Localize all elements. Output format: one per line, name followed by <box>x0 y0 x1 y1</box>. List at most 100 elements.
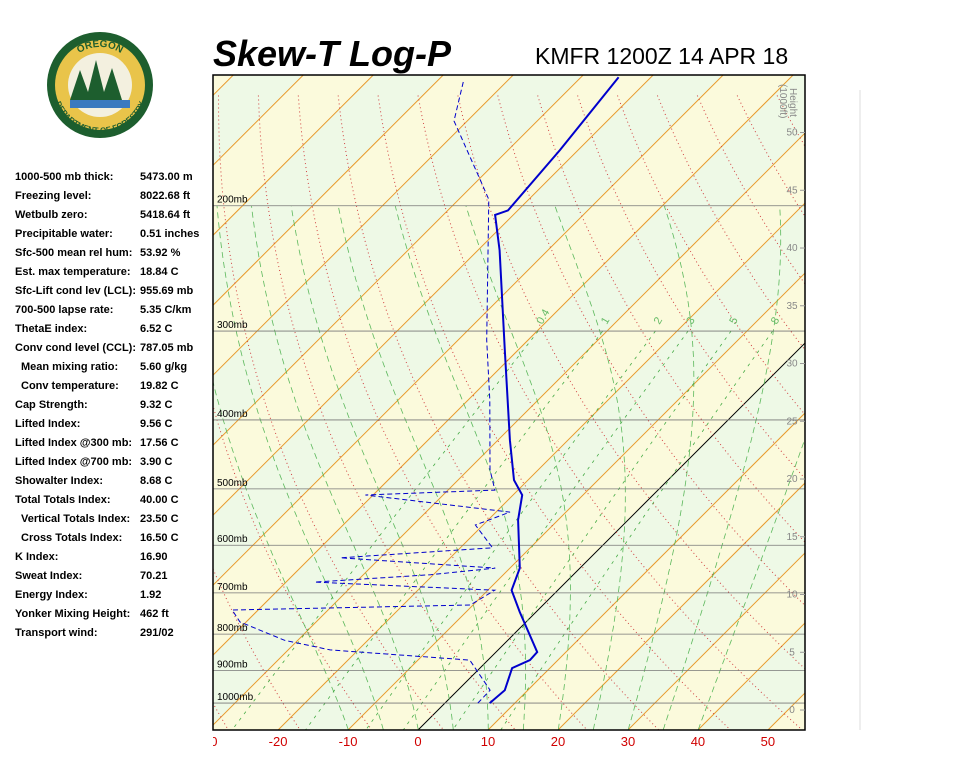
stat-label: ThetaE index: <box>15 323 87 335</box>
x-axis: -30 -20 -10 0 10 20 30 40 50 <box>199 734 775 749</box>
isotherm <box>213 75 514 376</box>
y2-tick-label: 40 <box>786 243 798 254</box>
x-tick-label: 50 <box>761 734 775 749</box>
moist-adiabat <box>465 205 571 730</box>
moist-adiabat <box>662 205 782 730</box>
y2-tick-label: 30 <box>786 359 798 370</box>
dry-adiabat <box>617 95 805 416</box>
isotherm-grid <box>277 202 805 730</box>
y2-unit: (1000ft) <box>777 84 788 118</box>
stat-label: Freezing level: <box>15 190 91 202</box>
stat-value: 16.90 <box>140 551 168 563</box>
chart-subtitle: KMFR 1200Z 14 APR 18 <box>535 43 788 69</box>
stat-label: Cap Strength: <box>15 399 88 411</box>
stat-label: Lifted Index: <box>15 418 80 430</box>
isotherm-grid <box>487 412 805 730</box>
x-tick-label: -20 <box>269 734 288 749</box>
mixing-ratio-label: 2 <box>652 315 665 326</box>
stat-value: 8022.68 ft <box>140 190 190 202</box>
stat-value: 8.68 C <box>140 475 172 487</box>
stat-value: 6.52 C <box>140 323 172 335</box>
dry-adiabat <box>497 95 805 607</box>
stat-label: Sfc-500 mean rel hum: <box>15 247 132 259</box>
y2-label: Height <box>787 88 798 117</box>
dry-adiabat <box>817 96 960 730</box>
isotherm <box>213 75 374 236</box>
mixing-ratio-label: 1 <box>599 315 612 326</box>
stat-label: Lifted Index @300 mb: <box>15 437 132 449</box>
stat-value: 9.32 C <box>140 399 172 411</box>
stat-value: 291/02 <box>140 627 174 639</box>
stat-label: Showalter Index: <box>15 475 103 487</box>
y2-tick-label: 20 <box>786 474 798 485</box>
stat-value: 19.82 C <box>140 380 179 392</box>
isotherm <box>213 75 794 656</box>
stat-label: Yonker Mixing Height: <box>15 608 130 620</box>
isotherm <box>213 75 584 446</box>
stat-label: Wetbulb zero: <box>15 209 88 221</box>
dewpoint-line <box>231 79 511 704</box>
stat-label: Conv cond level (CCL): <box>15 342 136 354</box>
y-tick-label: 700mb <box>217 582 248 593</box>
y2-tick-label: 25 <box>786 416 798 427</box>
x-tick-label: 20 <box>551 734 565 749</box>
mixing-ratio-label: 8 <box>769 315 782 326</box>
isotherm <box>213 75 724 586</box>
y2-tick-label: 0 <box>789 705 795 716</box>
x-tick-label: 30 <box>621 734 635 749</box>
dry-adiabat <box>537 95 805 543</box>
mixing-ratio-label: 5 <box>727 315 740 326</box>
mixing-ratio-label: 3 <box>684 315 697 326</box>
moist-adiabat <box>697 437 805 730</box>
stats-table: 1000-500 mb thick: 5473.00 m Freezing leve… <box>15 171 199 639</box>
y-tick-label: 800mb <box>217 623 248 634</box>
stat-value: 5473.00 m <box>140 171 193 183</box>
y2-tick-label: 10 <box>786 590 798 601</box>
mixing-ratio-line <box>231 330 539 730</box>
stat-value: 1.92 <box>140 589 161 601</box>
dry-adiabat <box>857 96 960 730</box>
moist-adiabat <box>554 205 626 730</box>
mixing-ratio-line <box>403 330 689 730</box>
stat-label: Est. max temperature: <box>15 266 131 278</box>
stat-label: Vertical Totals Index: <box>21 513 130 525</box>
dry-adiabat <box>337 95 659 730</box>
dry-adiabat <box>937 96 960 730</box>
stat-value: 5.60 g/kg <box>140 361 187 373</box>
stat-label: Cross Totals Index: <box>21 532 122 544</box>
band <box>213 75 805 726</box>
isotherm <box>213 75 444 306</box>
stat-value: 23.50 C <box>140 513 179 525</box>
y-tick-label: 1000mb <box>217 692 254 703</box>
stat-value: 3.90 C <box>140 456 172 468</box>
stat-label: Transport wind: <box>15 627 98 639</box>
temperature-line <box>489 76 620 704</box>
x-tick-label: 40 <box>691 734 705 749</box>
y2-tick-label: 50 <box>786 128 798 139</box>
mixing-ratio-line <box>452 330 732 730</box>
dry-adiabat <box>257 95 516 730</box>
dry-adiabat <box>577 95 805 480</box>
stat-value: 5.35 C/km <box>140 304 192 316</box>
stat-label: K Index: <box>15 551 58 563</box>
stat-label: Sweat Index: <box>15 570 82 582</box>
stat-value: 462 ft <box>140 608 169 620</box>
stat-label: Mean mixing ratio: <box>21 361 118 373</box>
y2-tick-label: 5 <box>789 647 795 658</box>
x-tick-label: -30 <box>199 734 218 749</box>
stat-label: 1000-500 mb thick: <box>15 171 113 183</box>
x-tick-label: -10 <box>339 734 358 749</box>
dry-adiabat <box>897 96 960 730</box>
moist-adiabat <box>216 205 384 730</box>
stat-label: Total Totals Index: <box>15 494 111 506</box>
stat-value: 70.21 <box>140 570 168 582</box>
y-tick-label: 200mb <box>217 195 248 206</box>
plot <box>213 75 960 730</box>
stat-value: 0.51 inches <box>140 228 199 240</box>
stat-value: 9.56 C <box>140 418 172 430</box>
y2-tick-label: 35 <box>786 301 798 312</box>
stat-value: 17.56 C <box>140 437 179 449</box>
stat-value: 5418.64 ft <box>140 209 190 221</box>
dry-adiabat <box>417 95 803 730</box>
